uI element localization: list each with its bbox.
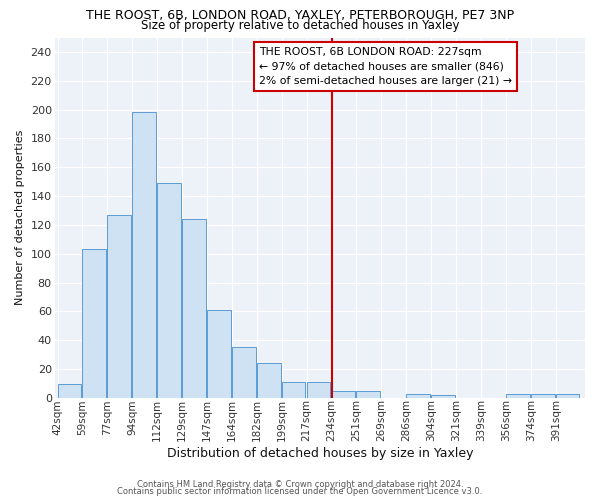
Bar bbox=[58, 384, 81, 398]
Bar bbox=[332, 390, 355, 398]
Bar bbox=[281, 382, 305, 398]
Bar bbox=[257, 364, 281, 398]
Bar bbox=[531, 394, 554, 398]
Bar bbox=[431, 395, 455, 398]
Bar bbox=[207, 310, 231, 398]
Bar bbox=[182, 219, 206, 398]
Text: Contains public sector information licensed under the Open Government Licence v3: Contains public sector information licen… bbox=[118, 487, 482, 496]
X-axis label: Distribution of detached houses by size in Yaxley: Distribution of detached houses by size … bbox=[167, 447, 473, 460]
Text: THE ROOST, 6B LONDON ROAD: 227sqm
← 97% of detached houses are smaller (846)
2% : THE ROOST, 6B LONDON ROAD: 227sqm ← 97% … bbox=[259, 46, 512, 86]
Bar bbox=[506, 394, 530, 398]
Bar bbox=[82, 250, 106, 398]
Text: Size of property relative to detached houses in Yaxley: Size of property relative to detached ho… bbox=[141, 19, 459, 32]
Text: THE ROOST, 6B, LONDON ROAD, YAXLEY, PETERBOROUGH, PE7 3NP: THE ROOST, 6B, LONDON ROAD, YAXLEY, PETE… bbox=[86, 9, 514, 22]
Y-axis label: Number of detached properties: Number of detached properties bbox=[15, 130, 25, 306]
Bar bbox=[406, 394, 430, 398]
Bar bbox=[556, 394, 580, 398]
Text: Contains HM Land Registry data © Crown copyright and database right 2024.: Contains HM Land Registry data © Crown c… bbox=[137, 480, 463, 489]
Bar bbox=[356, 390, 380, 398]
Bar bbox=[132, 112, 156, 398]
Bar bbox=[307, 382, 331, 398]
Bar bbox=[157, 183, 181, 398]
Bar bbox=[107, 215, 131, 398]
Bar bbox=[232, 348, 256, 398]
